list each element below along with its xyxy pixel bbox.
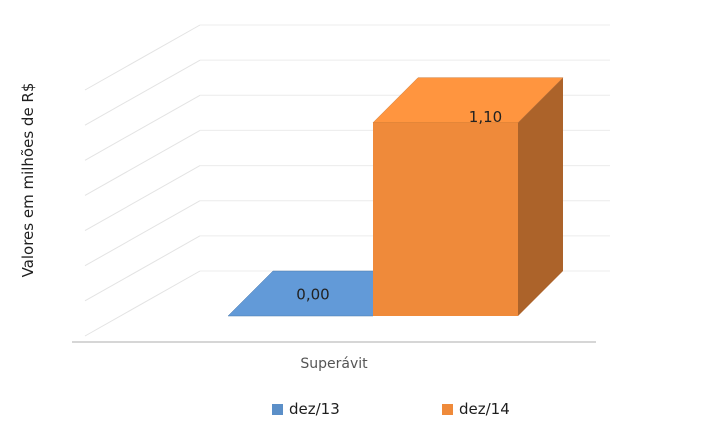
gridline-slant — [84, 165, 201, 232]
gridline-slant — [84, 94, 201, 161]
data-label-dez13: 0,00 — [296, 286, 329, 304]
legend-item-dez14: dez/14 — [442, 400, 510, 418]
data-label-dez14: 1,10 — [469, 108, 502, 126]
legend: dez/13 dez/14 — [0, 400, 707, 422]
legend-label-dez13: dez/13 — [289, 400, 340, 418]
gridline-slant — [84, 235, 201, 302]
x-category-label: Superávit — [300, 356, 368, 372]
legend-swatch-dez14 — [442, 403, 453, 415]
gridline-slant — [84, 129, 201, 196]
y-axis-label: Valores em milhões de R$ — [19, 82, 37, 278]
gridline-slant — [84, 59, 201, 126]
bar-front-dez14 — [373, 122, 518, 316]
legend-label-dez14: dez/14 — [459, 400, 510, 418]
gridline-slant — [84, 270, 201, 337]
bar-side-dez14 — [518, 77, 563, 316]
gridline-slant — [84, 200, 201, 267]
bar-dez13: 0,00 — [227, 270, 419, 317]
bar-dez14: 1,10 — [372, 77, 564, 316]
legend-item-dez13: dez/13 — [272, 400, 340, 418]
bars: 0,00 1,10 — [227, 77, 564, 317]
legend-swatch-dez13 — [272, 403, 283, 415]
gridline-slant — [84, 24, 201, 91]
